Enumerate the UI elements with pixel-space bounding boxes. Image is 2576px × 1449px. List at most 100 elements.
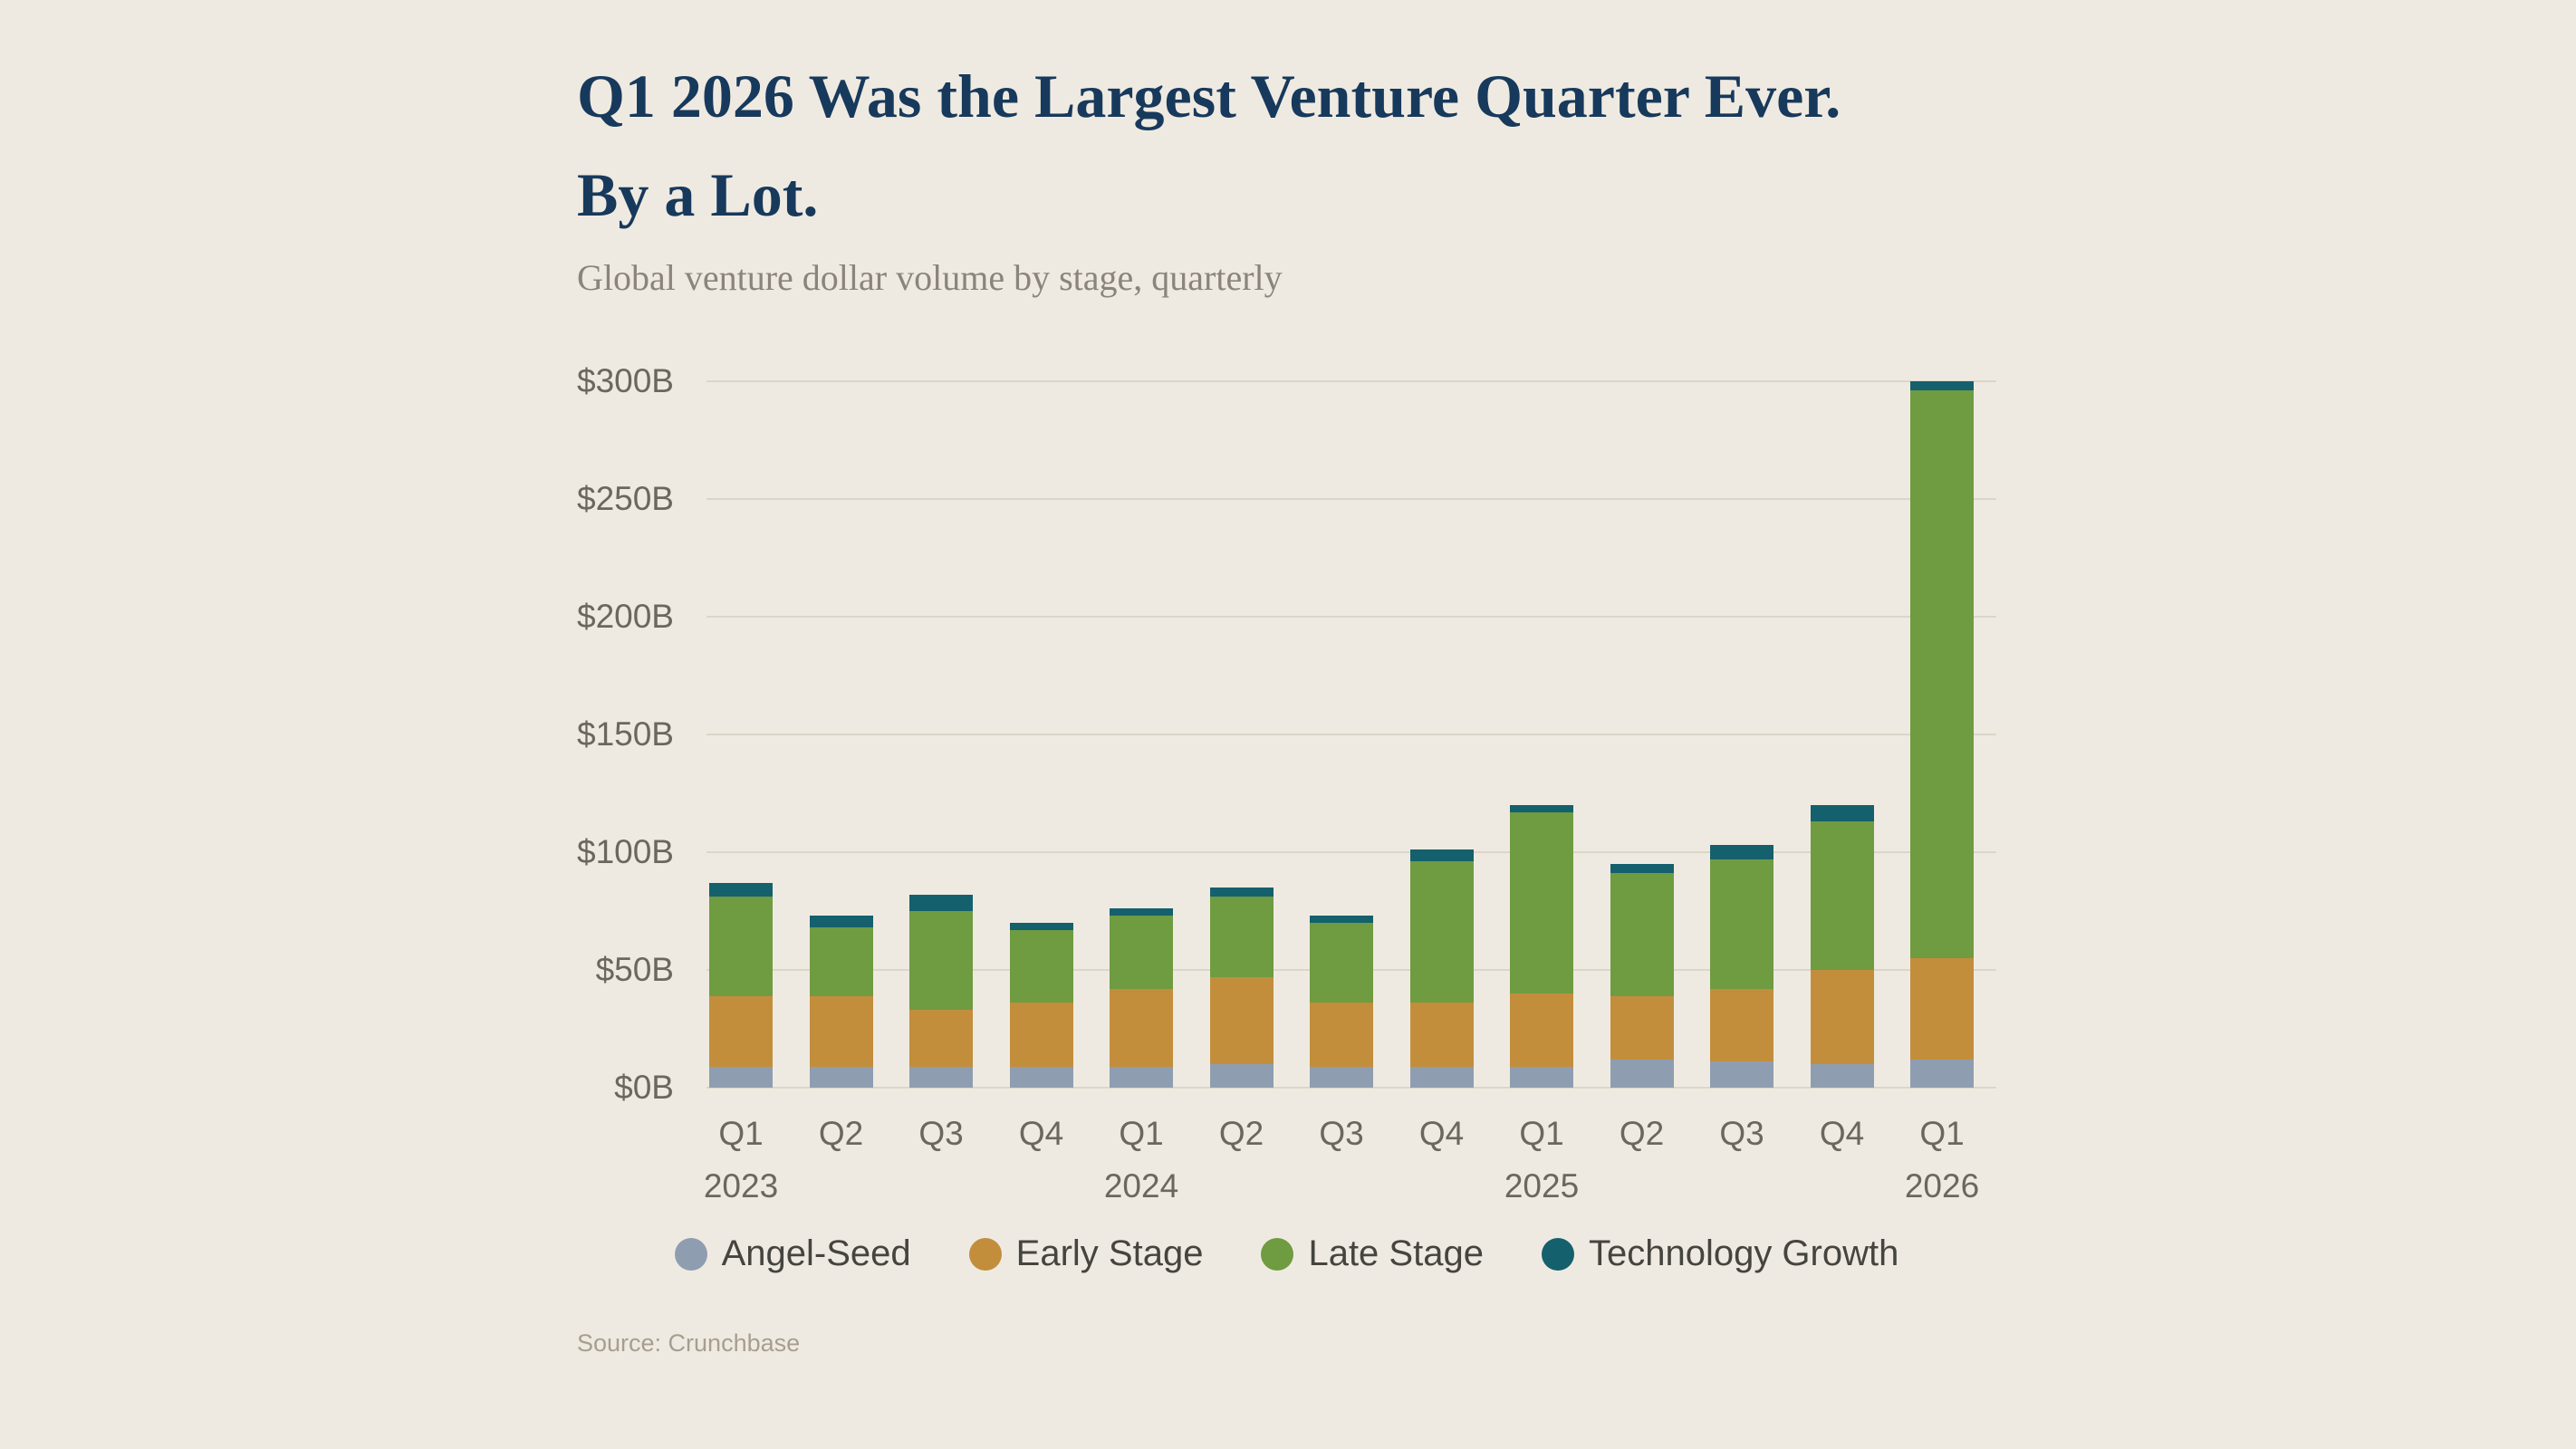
bar-segment-technology-growth	[1810, 805, 1874, 822]
gridline	[706, 851, 1996, 853]
page-title: Q1 2026 Was the Largest Venture Quarter …	[577, 47, 1841, 245]
legend-item-technology-growth: Technology Growth	[1541, 1233, 1899, 1274]
bar-segment-technology-growth	[709, 882, 773, 897]
bar-segment-late-stage	[909, 911, 973, 1011]
bar-segment-technology-growth	[1009, 923, 1073, 930]
bar-segment-angel-seed	[1110, 1066, 1173, 1088]
bar-segment-late-stage	[1310, 923, 1373, 1003]
bar-segment-angel-seed	[1710, 1061, 1773, 1088]
legend-label: Technology Growth	[1588, 1233, 1899, 1273]
x-axis-label: Q1	[1919, 1115, 1965, 1152]
bar-segment-early-stage	[1710, 988, 1773, 1062]
bar-segment-angel-seed	[1810, 1064, 1874, 1088]
x-axis-label: Q1	[1519, 1115, 1564, 1152]
bar-segment-late-stage	[709, 897, 773, 996]
bar-segment-late-stage	[1910, 390, 1974, 959]
bar-segment-early-stage	[1810, 970, 1874, 1064]
bar-segment-angel-seed	[1310, 1066, 1373, 1088]
gridline	[706, 380, 1996, 382]
legend-swatch-icon	[1541, 1237, 1574, 1271]
bar-0-q1	[709, 882, 773, 1088]
bar-2-q3	[909, 894, 973, 1088]
bar-6-q3	[1310, 916, 1373, 1088]
gridline	[706, 734, 1996, 735]
x-axis-label: Q4	[1018, 1115, 1064, 1152]
bar-segment-late-stage	[1510, 811, 1573, 994]
legend-swatch-icon	[674, 1237, 707, 1271]
bar-segment-late-stage	[1110, 916, 1173, 989]
legend-label: Early Stage	[1015, 1233, 1204, 1273]
legend-item-late-stage: Late Stage	[1261, 1233, 1484, 1274]
gridline	[706, 1087, 1996, 1089]
bar-segment-technology-growth	[1510, 805, 1573, 812]
x-axis-label: Q2	[818, 1115, 864, 1152]
bar-segment-angel-seed	[1910, 1059, 1974, 1088]
bar-segment-angel-seed	[1610, 1059, 1674, 1088]
bar-segment-angel-seed	[809, 1066, 873, 1088]
bar-segment-early-stage	[809, 995, 873, 1067]
bar-segment-early-stage	[1610, 995, 1674, 1060]
y-axis-label: $300B	[577, 362, 674, 399]
bar-10-q3	[1710, 845, 1773, 1088]
bar-segment-early-stage	[1510, 993, 1573, 1067]
x-axis-label: Q1	[718, 1115, 764, 1152]
y-axis-label: $200B	[577, 598, 674, 635]
bar-segment-early-stage	[1009, 1003, 1073, 1067]
y-axis-label: $250B	[577, 480, 674, 517]
bar-7-q4	[1409, 849, 1474, 1088]
bar-segment-late-stage	[1610, 873, 1674, 996]
plot-area: $0B $50B $100B $150B $200B $250B $300B Q1 Q2 Q3 Q4…	[577, 362, 1996, 1204]
x-axis-label: Q2	[1619, 1115, 1665, 1152]
year-label: 2026	[1904, 1167, 1980, 1204]
bar-segment-early-stage	[1910, 958, 1974, 1060]
x-axis-label: Q2	[1218, 1115, 1264, 1152]
bar-segment-technology-growth	[909, 894, 973, 912]
x-axis-label: Q4	[1819, 1115, 1865, 1152]
bar-segment-angel-seed	[1409, 1066, 1474, 1088]
legend-item-angel-seed: Angel-Seed	[674, 1233, 911, 1274]
x-axis-label: Q3	[1719, 1115, 1764, 1152]
bar-segment-angel-seed	[1510, 1066, 1573, 1088]
bar-segment-technology-growth	[1310, 916, 1373, 924]
x-axis-label: Q1	[1119, 1115, 1164, 1152]
chart-header: Q1 2026 Was the Largest Venture Quarter …	[577, 47, 1841, 245]
bar-5-q2	[1209, 888, 1274, 1088]
bar-segment-angel-seed	[709, 1066, 773, 1088]
title-line-2: By a Lot.	[577, 159, 819, 229]
x-axis-label: Q4	[1418, 1115, 1465, 1152]
y-axis-label: $150B	[577, 715, 674, 753]
bar-segment-early-stage	[1409, 1003, 1474, 1067]
bar-segment-late-stage	[1209, 897, 1274, 977]
x-axis-label: Q3	[918, 1115, 964, 1152]
bar-8-q1	[1510, 805, 1573, 1088]
bar-segment-early-stage	[1110, 988, 1173, 1067]
y-axis-label: $50B	[595, 951, 674, 988]
bar-segment-angel-seed	[1009, 1066, 1073, 1088]
bar-segment-late-stage	[1810, 821, 1874, 970]
legend-item-early-stage: Early Stage	[968, 1233, 1204, 1274]
bar-segment-technology-growth	[1910, 381, 1974, 391]
bar-segment-early-stage	[1310, 1003, 1373, 1067]
bar-1-q2	[809, 916, 873, 1088]
gridline	[706, 616, 1996, 618]
bar-9-q2	[1610, 864, 1674, 1088]
bar-segment-technology-growth	[809, 916, 873, 928]
bar-segment-late-stage	[809, 927, 873, 996]
gridline	[706, 498, 1996, 500]
bar-segment-early-stage	[909, 1010, 973, 1067]
bar-segment-early-stage	[709, 995, 773, 1067]
x-axis-label: Q3	[1319, 1115, 1364, 1152]
bar-segment-technology-growth	[1610, 864, 1674, 874]
bar-segment-technology-growth	[1209, 888, 1274, 897]
source-note: Source: Crunchbase	[577, 1329, 801, 1357]
year-label: 2023	[703, 1167, 779, 1204]
year-label: 2024	[1103, 1167, 1179, 1204]
legend-swatch-icon	[968, 1237, 1002, 1271]
bar-segment-angel-seed	[909, 1066, 973, 1088]
year-label: 2025	[1504, 1167, 1580, 1204]
bar-segment-technology-growth	[1710, 845, 1773, 859]
y-axis-label: $0B	[614, 1069, 674, 1106]
bar-3-q4	[1009, 923, 1073, 1088]
bar-segment-technology-growth	[1110, 908, 1173, 916]
y-axis-label: $100B	[577, 833, 674, 870]
